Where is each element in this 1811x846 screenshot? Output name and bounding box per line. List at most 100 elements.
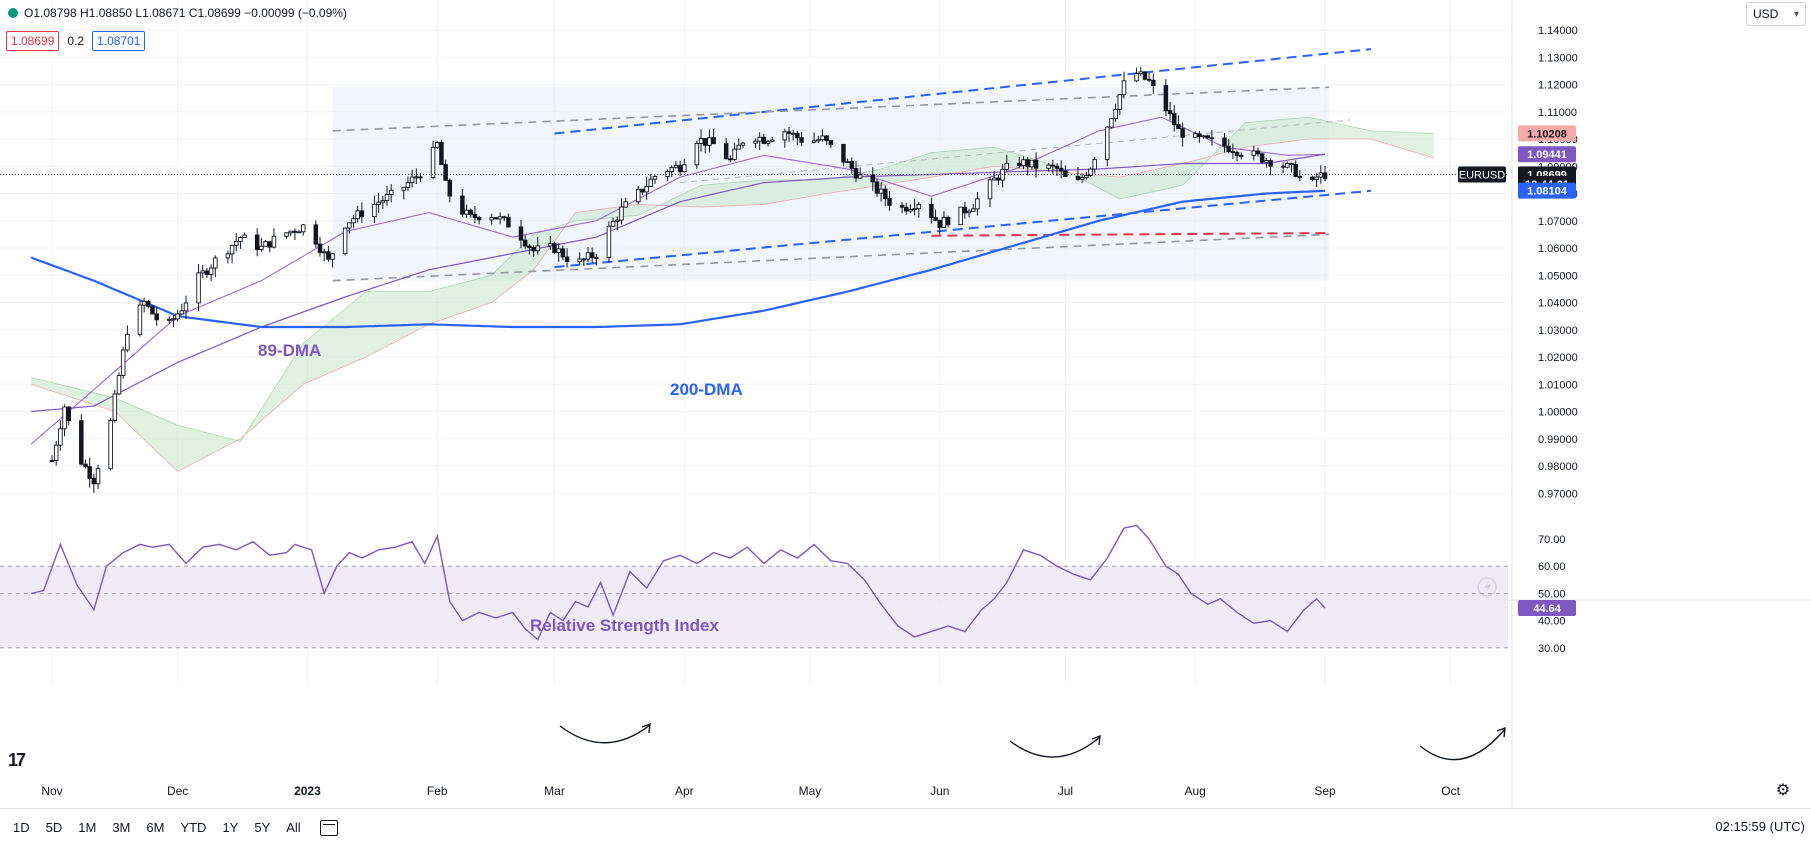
currency-select[interactable]: USD xyxy=(1746,2,1806,26)
candle-body xyxy=(1285,163,1290,168)
candle-body xyxy=(1318,172,1324,178)
candle-body xyxy=(518,226,524,241)
candle-body xyxy=(527,245,532,248)
candle-body xyxy=(1251,150,1257,156)
candle-body xyxy=(1234,152,1240,156)
range-1y-button[interactable]: 1Y xyxy=(222,820,239,835)
time-axis-label: Feb xyxy=(427,784,448,798)
settings-gear-icon[interactable]: ⚙ xyxy=(1775,782,1791,799)
candle-body xyxy=(330,253,335,260)
time-axis-label: Dec xyxy=(167,784,188,798)
candle-body xyxy=(108,420,113,470)
candle-body xyxy=(1238,154,1244,157)
candle-body xyxy=(476,217,482,221)
candle-body xyxy=(401,186,407,191)
candle-body xyxy=(887,198,892,206)
candle-body xyxy=(728,158,733,161)
rsi-tick-label: 70.00 xyxy=(1538,534,1566,546)
range-all-button[interactable]: All xyxy=(286,820,301,835)
candle-body xyxy=(284,232,289,237)
range-5y-button[interactable]: 5Y xyxy=(254,820,271,835)
rsi-arrow-head xyxy=(1496,726,1506,738)
buy-price-button[interactable]: 1.08701 xyxy=(92,31,146,51)
candle-body xyxy=(443,164,448,181)
time-axis-label: Sep xyxy=(1314,784,1336,798)
rsi-curve-arrow xyxy=(559,724,651,744)
trend-line-grey[interactable] xyxy=(332,233,1330,282)
candle-body xyxy=(929,203,934,219)
candle-body xyxy=(204,270,210,275)
price-tick-label: 1.13000 xyxy=(1538,52,1578,64)
candle-body xyxy=(225,253,231,259)
candle-body xyxy=(548,243,553,247)
candle-body xyxy=(870,174,876,183)
candle-body xyxy=(196,272,201,304)
candle-body xyxy=(183,302,189,312)
candle-body xyxy=(1259,153,1265,163)
candle-body xyxy=(594,256,599,259)
candle-body xyxy=(213,257,218,269)
trend-line-grey[interactable] xyxy=(332,86,1330,132)
candle-body xyxy=(736,144,742,150)
candle-body xyxy=(711,137,716,145)
candle-body xyxy=(933,217,938,221)
candle-body xyxy=(146,300,151,307)
dma89-annotation: 89-DMA xyxy=(258,341,321,360)
time-axis-label: Mar xyxy=(544,784,565,798)
candle-body xyxy=(581,258,587,261)
candle-body xyxy=(723,143,729,160)
candle-body xyxy=(150,305,155,315)
candle-body xyxy=(79,420,84,465)
range-1d-button[interactable]: 1D xyxy=(13,820,30,835)
candle-body xyxy=(585,252,591,260)
candle-body xyxy=(175,313,180,320)
candle-body xyxy=(49,460,55,462)
range-6m-button[interactable]: 6M xyxy=(146,820,165,835)
sell-price-button[interactable]: 1.08699 xyxy=(6,31,60,51)
rsi-band xyxy=(0,566,1508,648)
candle-body xyxy=(615,219,620,222)
candle-body xyxy=(606,225,612,258)
dma200-line xyxy=(30,189,1326,329)
candle-body xyxy=(761,136,767,144)
candle-body xyxy=(238,236,243,242)
candle-body xyxy=(652,176,658,180)
trend-line-red[interactable] xyxy=(931,232,1330,237)
range-3m-button[interactable]: 3M xyxy=(112,820,131,835)
candle-body xyxy=(707,137,712,146)
calendar-icon[interactable] xyxy=(319,819,338,836)
tradingview-logo[interactable]: 17 xyxy=(8,750,26,770)
candle-body xyxy=(1310,176,1315,180)
candle-body xyxy=(669,167,675,173)
range-1m-button[interactable]: 1M xyxy=(78,820,97,835)
range-5d-button[interactable]: 5D xyxy=(45,820,63,835)
candle-body xyxy=(636,188,641,203)
candle-body xyxy=(941,216,947,228)
candle-body xyxy=(83,463,88,468)
price-tick-label: 1.04000 xyxy=(1538,298,1578,310)
trend-line-blue[interactable] xyxy=(554,189,1372,269)
trend-line-blue[interactable] xyxy=(554,48,1372,135)
price-axis-label: 1.09441 xyxy=(1527,149,1567,161)
candle-body xyxy=(799,137,804,143)
time-axis-label: Jul xyxy=(1058,784,1073,798)
time-axis-label: Apr xyxy=(675,784,694,798)
candle-body xyxy=(497,216,503,220)
candle-body xyxy=(1004,162,1010,170)
candle-body xyxy=(347,222,352,229)
time-axis-label: Jun xyxy=(930,784,949,798)
candle-body xyxy=(53,444,59,462)
trend-line-grey-thin[interactable] xyxy=(680,119,1351,184)
price-tick-label: 1.03000 xyxy=(1538,325,1578,337)
ohlc-text: O1.08798 H1.08850 L1.08671 C1.08699 −0.0… xyxy=(24,6,347,20)
rsi-value-bg xyxy=(1518,599,1576,616)
rsi-arrow-head xyxy=(641,722,651,734)
candle-body xyxy=(342,227,348,255)
price-tick-label: 1.00000 xyxy=(1538,407,1578,419)
candle-body xyxy=(120,349,126,377)
time-axis-label: Aug xyxy=(1185,784,1206,798)
range-ytd-button[interactable]: YTD xyxy=(180,820,207,835)
candle-body xyxy=(116,375,122,395)
candle-body xyxy=(564,256,570,262)
